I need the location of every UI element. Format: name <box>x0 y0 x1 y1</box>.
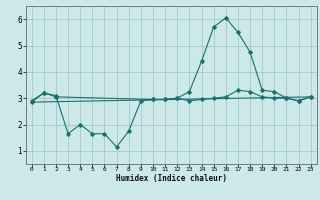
X-axis label: Humidex (Indice chaleur): Humidex (Indice chaleur) <box>116 174 227 183</box>
